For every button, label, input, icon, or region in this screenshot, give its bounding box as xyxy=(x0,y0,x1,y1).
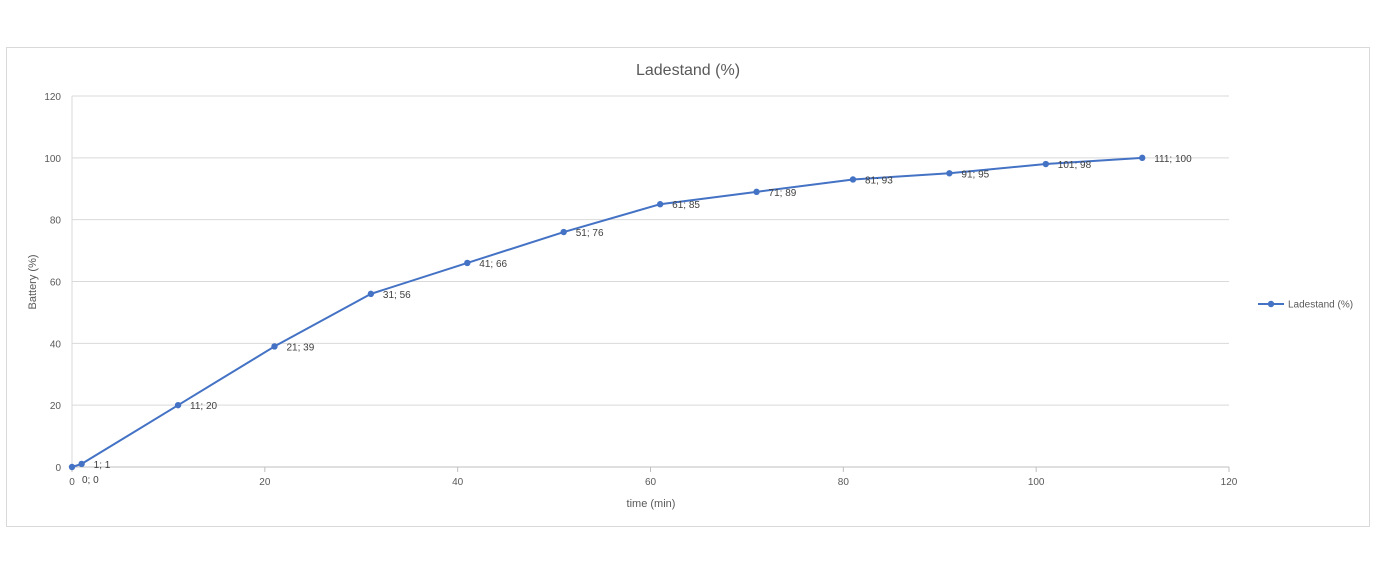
data-label: 51; 76 xyxy=(576,228,604,239)
y-tick-label: 80 xyxy=(50,216,62,227)
x-axis-label: time (min) xyxy=(627,498,676,510)
y-axis-label: Battery (%) xyxy=(27,254,39,309)
data-point xyxy=(1139,154,1146,162)
y-tick-label: 20 xyxy=(50,401,62,412)
data-label: 91; 95 xyxy=(961,169,989,180)
data-point xyxy=(656,201,664,208)
x-tick-label: 120 xyxy=(1221,477,1238,488)
x-tick-label: 40 xyxy=(452,477,464,488)
y-tick-label: 120 xyxy=(44,92,61,103)
data-label: 81; 93 xyxy=(865,175,893,186)
data-point xyxy=(560,228,567,236)
data-point xyxy=(78,460,85,468)
legend-marker-icon xyxy=(1267,300,1275,308)
series-line xyxy=(71,156,1143,468)
x-tick-label: 100 xyxy=(1028,477,1045,488)
data-label: 41; 66 xyxy=(479,259,507,270)
y-tick-label: 40 xyxy=(50,339,62,350)
data-point xyxy=(271,343,278,350)
legend: Ladestand (%) xyxy=(1258,300,1353,311)
chart-area xyxy=(6,47,1370,527)
data-label: 31; 56 xyxy=(383,290,411,301)
y-tick-label: 60 xyxy=(50,278,62,289)
data-point xyxy=(174,401,182,409)
data-label: 21; 39 xyxy=(286,342,314,353)
y-tick-label: 0 xyxy=(55,463,61,474)
data-label: 1; 1 xyxy=(94,460,111,471)
data-point xyxy=(464,259,471,267)
data-point xyxy=(753,188,760,196)
data-point xyxy=(68,463,76,471)
x-tick-label: 80 xyxy=(838,477,850,488)
data-point xyxy=(367,290,375,298)
y-tick-label: 100 xyxy=(44,154,61,165)
x-tick-label: 20 xyxy=(259,477,271,488)
data-label: 101; 98 xyxy=(1058,160,1092,171)
legend-label: Ladestand (%) xyxy=(1288,300,1353,311)
data-label: 71; 89 xyxy=(769,188,797,199)
x-tick-label: 60 xyxy=(645,477,657,488)
chart-title: Ladestand (%) xyxy=(636,62,740,79)
data-label: 111; 100 xyxy=(1154,154,1192,165)
x-tick-label: 0 xyxy=(69,477,75,488)
data-point xyxy=(1042,160,1050,168)
data-point xyxy=(946,170,953,177)
data-label: 61; 85 xyxy=(672,200,700,211)
data-label: 11; 20 xyxy=(190,401,217,412)
data-point xyxy=(849,176,857,183)
data-label: 0; 0 xyxy=(82,475,99,486)
